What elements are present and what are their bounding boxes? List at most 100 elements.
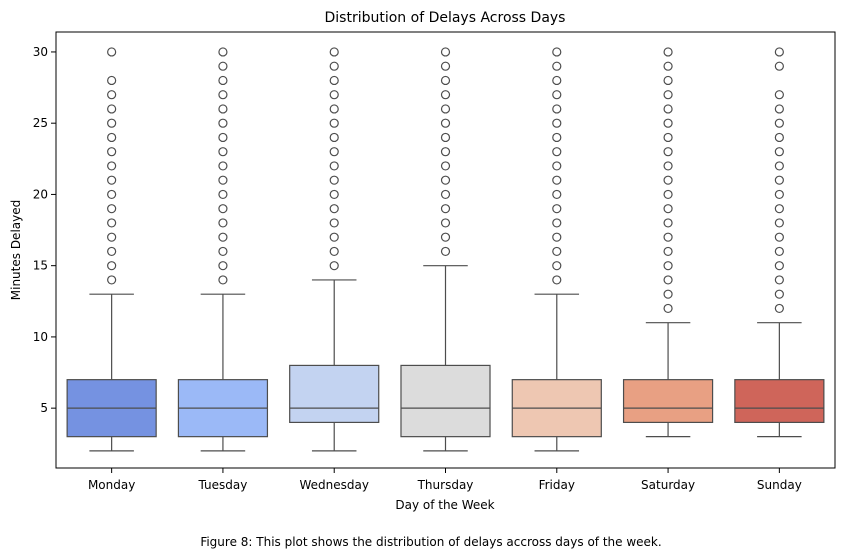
box-group-wednesday xyxy=(289,47,380,452)
outlier-point xyxy=(107,275,117,285)
outlier-point xyxy=(552,275,562,285)
outlier-point xyxy=(440,218,451,228)
outlier-point xyxy=(552,218,562,228)
outlier-point xyxy=(663,47,673,57)
outlier-point xyxy=(218,90,228,100)
outlier-point xyxy=(218,261,228,271)
outlier-point xyxy=(440,147,451,157)
outlier-point xyxy=(218,75,228,86)
iqr-box xyxy=(622,379,714,424)
outlier-point xyxy=(663,261,673,271)
outlier-point xyxy=(440,132,451,143)
outlier-point xyxy=(329,175,339,185)
outlier-point xyxy=(329,204,339,214)
outlier-point xyxy=(329,75,339,86)
iqr-box xyxy=(400,364,491,438)
outlier-point xyxy=(774,61,784,71)
outlier-point xyxy=(440,90,451,100)
outlier-point xyxy=(552,147,562,157)
outlier-point xyxy=(329,132,339,143)
outlier-point xyxy=(440,232,451,242)
outlier-point xyxy=(107,47,117,57)
outlier-point xyxy=(774,161,784,171)
outlier-point xyxy=(107,218,117,228)
box-group-saturday xyxy=(622,47,714,438)
outlier-point xyxy=(774,261,784,271)
outlier-point xyxy=(552,47,562,57)
y-tick-label: 20 xyxy=(33,187,48,201)
outlier-point xyxy=(552,204,562,214)
outlier-point xyxy=(218,204,228,214)
outlier-point xyxy=(552,61,562,71)
outlier-point xyxy=(107,161,117,171)
outlier-point xyxy=(329,104,339,114)
box-group-sunday xyxy=(734,47,825,438)
outlier-point xyxy=(218,61,228,71)
outlier-point xyxy=(329,118,339,128)
outlier-point xyxy=(107,132,117,143)
outlier-point xyxy=(663,303,673,314)
outlier-point xyxy=(663,147,673,157)
y-tick-label: 10 xyxy=(33,330,48,344)
outlier-point xyxy=(663,246,673,257)
outlier-point xyxy=(663,204,673,214)
y-tick-label: 5 xyxy=(40,401,48,415)
outlier-point xyxy=(774,132,784,143)
outlier-point xyxy=(329,232,339,242)
outlier-point xyxy=(774,289,784,299)
outlier-point xyxy=(440,204,451,214)
outlier-point xyxy=(440,104,451,114)
x-tick-label: Friday xyxy=(539,478,575,492)
outlier-point xyxy=(774,303,784,314)
x-tick-label: Thursday xyxy=(417,478,474,492)
outlier-point xyxy=(552,104,562,114)
outlier-point xyxy=(552,261,562,271)
box-group-monday xyxy=(66,47,157,452)
outlier-point xyxy=(107,104,117,114)
y-axis-label: Minutes Delayed xyxy=(9,200,23,300)
x-tick-label: Sunday xyxy=(757,478,802,492)
outlier-point xyxy=(440,61,451,71)
iqr-box xyxy=(734,379,825,424)
outlier-point xyxy=(440,75,451,86)
outlier-point xyxy=(218,132,228,143)
outlier-point xyxy=(107,147,117,157)
outlier-point xyxy=(552,118,562,128)
outlier-point xyxy=(329,147,339,157)
outlier-point xyxy=(663,118,673,128)
outlier-point xyxy=(218,147,228,157)
outlier-point xyxy=(663,161,673,171)
outlier-point xyxy=(663,104,673,114)
outlier-point xyxy=(552,132,562,143)
outlier-point xyxy=(663,289,673,299)
outlier-point xyxy=(663,232,673,242)
outlier-point xyxy=(663,275,673,285)
outlier-point xyxy=(218,47,228,57)
outlier-point xyxy=(218,218,228,228)
outlier-point xyxy=(774,90,784,100)
x-axis: Monday Tuesday Wednesday Thursday Friday Satu… xyxy=(88,468,802,492)
outlier-point xyxy=(663,175,673,185)
outlier-point xyxy=(774,147,784,157)
outlier-point xyxy=(218,118,228,128)
outlier-point xyxy=(552,246,562,257)
outlier-point xyxy=(107,246,117,257)
outlier-point xyxy=(440,161,451,171)
iqr-box xyxy=(289,364,380,424)
outlier-point xyxy=(107,75,117,86)
outlier-point xyxy=(218,246,228,257)
x-tick-label: Wednesday xyxy=(299,478,368,492)
x-tick-label: Monday xyxy=(88,478,135,492)
y-tick-label: 25 xyxy=(33,116,48,130)
outlier-point xyxy=(329,61,339,71)
y-tick-label: 30 xyxy=(33,45,48,59)
outlier-point xyxy=(107,118,117,128)
outlier-point xyxy=(107,232,117,242)
outlier-point xyxy=(218,161,228,171)
outlier-point xyxy=(440,189,451,200)
outlier-point xyxy=(774,232,784,242)
outlier-point xyxy=(774,275,784,285)
outlier-point xyxy=(329,161,339,171)
outlier-point xyxy=(663,90,673,100)
outlier-point xyxy=(107,189,117,200)
